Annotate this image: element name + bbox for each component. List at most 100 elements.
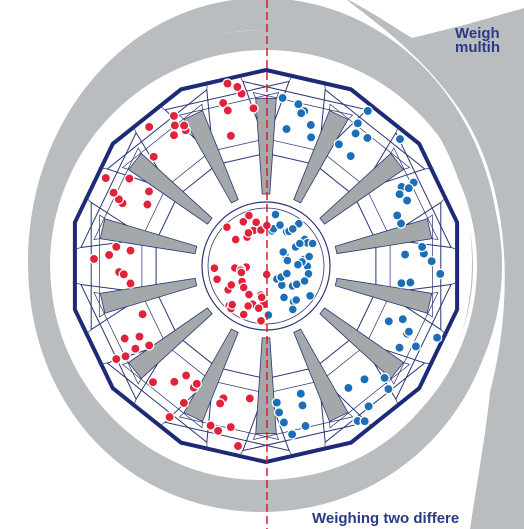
product-particle (307, 238, 318, 249)
product-particle (212, 425, 224, 437)
product-particle (125, 245, 136, 256)
product-particle (225, 130, 237, 142)
product-particle (103, 249, 115, 261)
feeder-chute (319, 152, 405, 225)
bucket-wall (288, 450, 294, 459)
product-particle (278, 247, 289, 258)
product-particle (391, 210, 403, 221)
product-particle (232, 81, 243, 93)
product-particle (273, 407, 285, 418)
bucket-wall (132, 399, 137, 408)
product-particle (253, 303, 264, 314)
product-particle (143, 186, 155, 197)
bucket-wall (206, 81, 208, 90)
callout-top: Weigh multih (455, 26, 500, 56)
bucket-wall (132, 124, 137, 133)
bucket-wall (395, 399, 400, 408)
bucket-wall (450, 247, 460, 251)
weigh-bucket (164, 367, 290, 452)
product-particle (238, 282, 249, 293)
product-particle (178, 120, 190, 131)
feeder-chute (319, 307, 405, 380)
product-particle (435, 268, 446, 280)
feeder-chute (99, 218, 198, 255)
product-particle (350, 128, 361, 139)
product-particle (359, 374, 370, 385)
product-particle (297, 400, 308, 411)
product-particle (209, 263, 220, 274)
product-particle (379, 372, 390, 384)
product-particle (100, 172, 112, 184)
bucket-wall (98, 362, 108, 365)
product-particle (410, 341, 422, 352)
product-particle (124, 173, 135, 184)
bucket-wall (206, 442, 208, 451)
product-particle (111, 241, 122, 253)
product-particle (130, 343, 141, 354)
product-particle (294, 238, 305, 249)
product-particle (238, 216, 249, 227)
product-particle (397, 313, 409, 325)
product-particle (168, 129, 180, 141)
product-particle (426, 255, 437, 267)
weigh-heads (72, 73, 460, 459)
product-particle (271, 397, 283, 408)
product-particle (286, 429, 298, 440)
product-particle (222, 78, 233, 89)
product-particle (178, 397, 190, 409)
product-particle (281, 123, 292, 135)
product-particle (169, 120, 181, 131)
product-particle (279, 292, 290, 303)
product-particle (291, 295, 302, 306)
product-particle (305, 290, 316, 301)
product-particle (401, 195, 413, 206)
feeder-chute (293, 328, 349, 423)
feeder-chute (183, 109, 239, 204)
product-particle (168, 110, 180, 122)
bucket-wall (98, 167, 108, 170)
feeder-chute (183, 328, 239, 423)
product-particle (282, 255, 293, 266)
product-particle (244, 393, 256, 404)
product-particle (169, 376, 180, 388)
product-particle (275, 220, 286, 231)
product-particle (191, 378, 203, 390)
product-particle (143, 340, 155, 351)
product-particle (251, 217, 262, 228)
bucket-wall (72, 281, 82, 285)
bucket-wall (84, 196, 92, 203)
product-particle (300, 420, 311, 432)
bucket-wall (395, 124, 400, 133)
product-particle (108, 187, 119, 198)
product-particle (143, 121, 155, 133)
product-particle (147, 376, 159, 388)
feeder-chute (293, 109, 349, 204)
product-particle (118, 269, 130, 280)
product-particle (403, 182, 415, 194)
feeder-chute (99, 277, 198, 314)
product-particle (205, 420, 216, 431)
callout-top-line2: multih (455, 39, 500, 56)
product-particle (227, 299, 238, 310)
weigh-bucket (106, 338, 215, 444)
product-particle (119, 333, 130, 344)
product-particle (431, 332, 443, 343)
product-particle (221, 222, 232, 233)
outer-ring (30, 30, 502, 502)
product-particle (383, 383, 394, 395)
product-particle (270, 209, 281, 220)
product-particle (230, 234, 241, 245)
bucket-wall (424, 362, 434, 365)
bucket-wall (72, 247, 82, 251)
product-particle (405, 277, 416, 288)
product-particle (217, 97, 229, 109)
bucket-wall (157, 104, 166, 111)
product-particle (383, 316, 395, 327)
product-particle (214, 398, 226, 409)
central-cone-inner (207, 207, 325, 325)
bucket-wall (238, 450, 244, 459)
bucket-wall (440, 196, 448, 203)
product-particle (243, 227, 254, 238)
product-particle (248, 103, 259, 114)
